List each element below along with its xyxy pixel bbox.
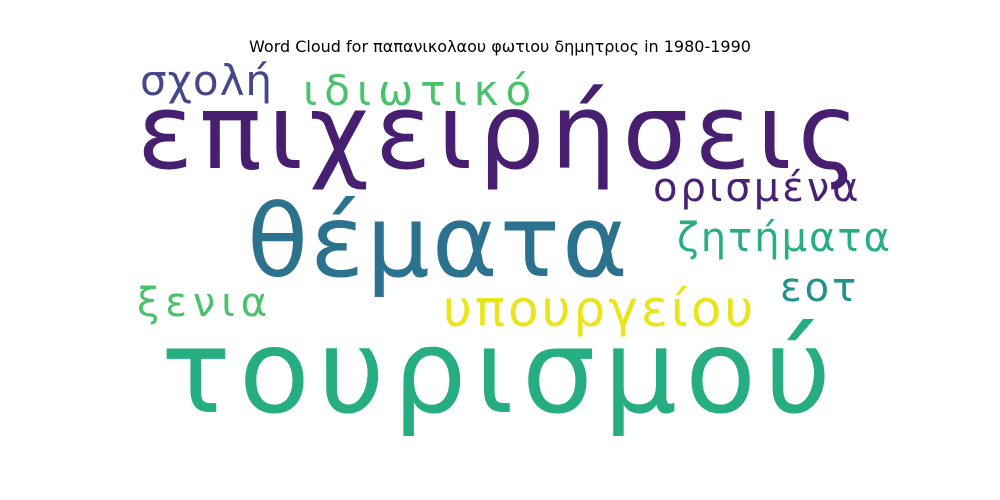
word-zitimata: ζητήματα (677, 215, 892, 261)
word-eot: εοτ (780, 265, 860, 311)
word-sxoli: σχολή (140, 56, 274, 105)
word-xenia: ξενια (137, 280, 274, 326)
word-themata: θέματα (247, 183, 630, 300)
word-tourismou: τουρισμού (161, 305, 840, 440)
word-orismena: ορισμένα (653, 165, 862, 211)
chart-title: Word Cloud for παπανικολαου φωτιου δημητ… (249, 37, 751, 56)
word-ypourgeiou: υπουργείου (443, 280, 757, 338)
word-epixeiriseis: επιχειρήσεις (137, 71, 865, 193)
word-cloud: επιχειρήσεις τουρισμού θέματα υπουργείου… (125, 60, 900, 450)
word-idiotiko: ιδιωτικό (303, 66, 539, 115)
